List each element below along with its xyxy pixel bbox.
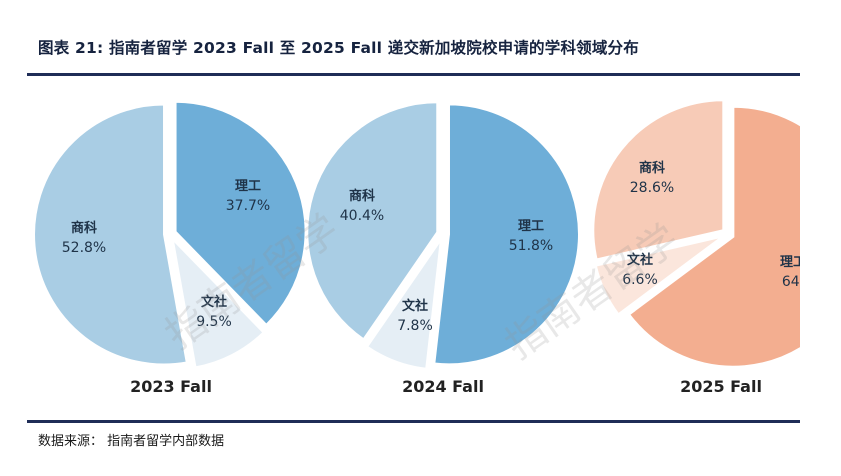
pie-slice-1-2: [306, 101, 439, 341]
slice-value-label-1-0: 51.8%: [509, 238, 553, 254]
slice-name-label-1-2: 商科: [349, 188, 375, 204]
slice-name-label-0-1: 文社: [201, 294, 227, 310]
pie-slice-2-1: [594, 235, 724, 316]
pie-title-0: 2023 Fall: [130, 377, 212, 396]
pie-slice-0-2: [33, 103, 188, 366]
pie-title-1: 2024 Fall: [402, 377, 484, 396]
data-source: 数据来源： 指南者留学内部数据: [38, 434, 225, 449]
pie-title-2: 2025 Fall: [680, 377, 762, 396]
bottom-divider: [27, 420, 800, 423]
slice-value-label-2-0: 64.: [782, 274, 804, 290]
slice-value-label-0-0: 37.7%: [226, 198, 270, 214]
slice-name-label-0-0: 理工: [235, 179, 261, 194]
pie-slice-0-1: [171, 236, 265, 369]
slice-name-label-2-1: 文社: [627, 252, 653, 268]
slice-value-label-0-1: 9.5%: [196, 314, 232, 330]
slice-name-label-0-2: 商科: [71, 220, 97, 236]
pie-slice-1-1: [365, 239, 442, 370]
slice-value-label-1-1: 7.8%: [397, 318, 433, 334]
chart-title: 图表 21: 指南者留学 2023 Fall 至 2025 Fall 递交新加坡…: [38, 39, 639, 57]
slice-value-label-2-2: 28.6%: [630, 180, 674, 196]
pie-slice-2-2: [592, 99, 725, 261]
slice-value-label-1-2: 40.4%: [340, 208, 384, 224]
pie-slice-1-0: [433, 103, 580, 366]
pie-slice-0-0: [174, 100, 307, 327]
slice-name-label-2-0: 理工: [780, 255, 806, 270]
slice-name-label-1-1: 文社: [402, 298, 428, 314]
pie-slice-2-0: [627, 105, 800, 368]
top-divider: [27, 73, 800, 76]
slice-name-label-1-0: 理工: [518, 219, 544, 234]
slice-value-label-2-1: 6.6%: [622, 272, 658, 288]
slice-name-label-2-2: 商科: [639, 160, 665, 176]
slice-value-label-0-2: 52.8%: [62, 240, 106, 256]
